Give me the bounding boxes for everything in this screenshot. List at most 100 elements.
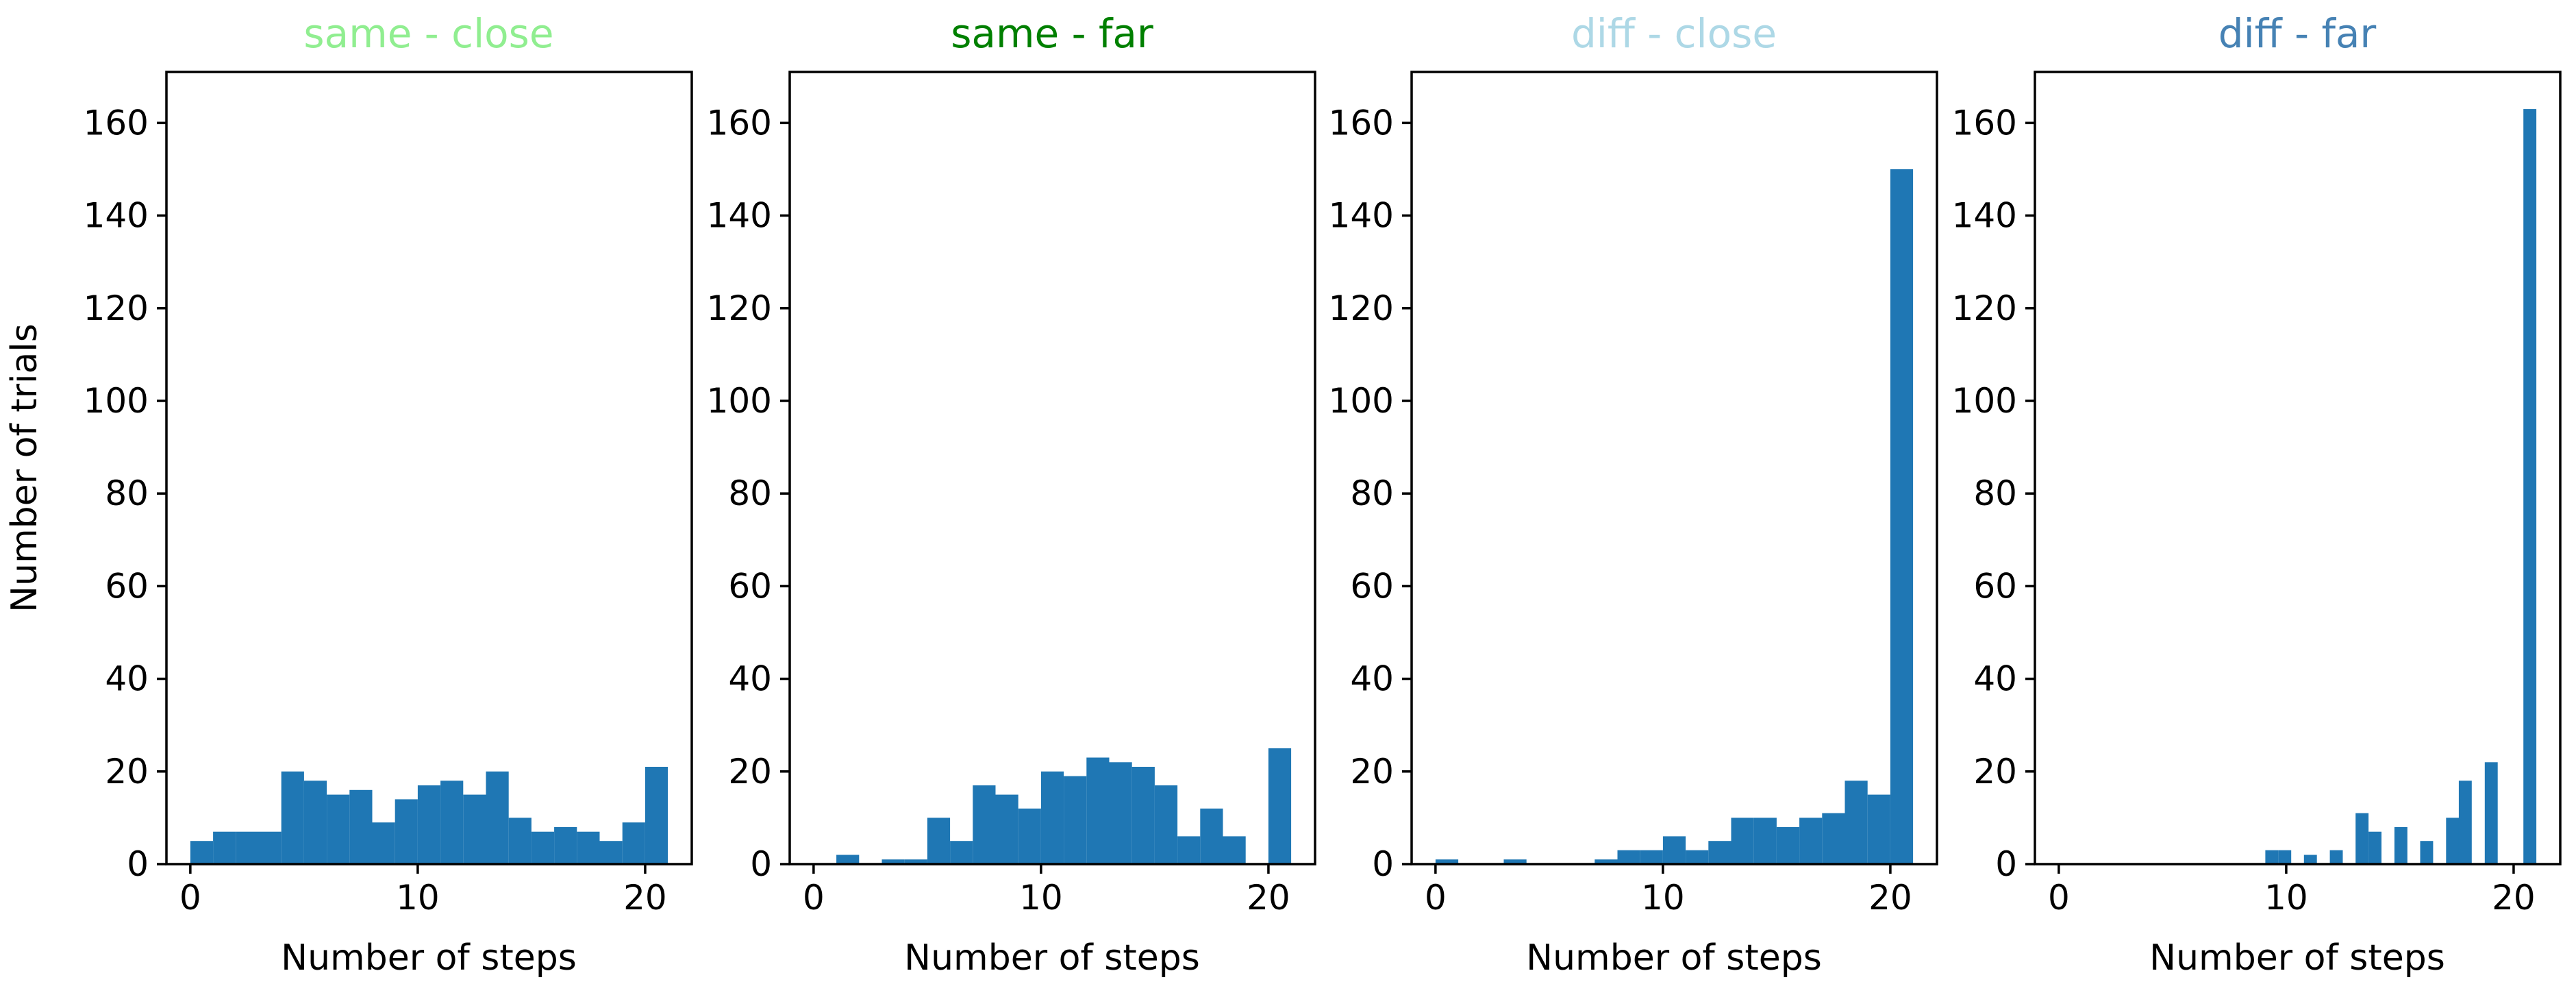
x-axis-label-4: Number of steps	[2149, 937, 2445, 979]
y-tick-label: 120	[1952, 288, 2017, 328]
y-tick-label: 80	[1973, 474, 2017, 513]
histogram-bar	[1708, 841, 1731, 864]
axes-box	[165, 71, 693, 865]
histogram-bar	[2420, 841, 2434, 864]
x-tick-label: 0	[1425, 878, 1447, 918]
y-tick-label: 20	[728, 752, 772, 791]
y-tick-label: 140	[1952, 196, 2017, 236]
histogram-bar	[950, 841, 973, 864]
y-tick-label: 80	[1350, 474, 1394, 513]
y-tick-label: 160	[707, 103, 772, 143]
x-tick-label: 10	[2264, 878, 2308, 918]
histogram-bar	[2458, 781, 2472, 864]
subplot-diff-far: 0 20 40 60 80 100 120 140 160 0 10 20	[1952, 71, 2562, 918]
histogram-bar	[927, 818, 951, 864]
x-tick-label: 0	[2048, 878, 2070, 918]
histogram-bar	[531, 831, 555, 864]
histogram-bar	[1662, 836, 1686, 864]
y-tick-label: 80	[105, 474, 149, 513]
histogram-bar	[622, 822, 645, 864]
histogram-bar	[1086, 757, 1110, 864]
y-tick-label: 120	[84, 288, 149, 328]
histogram-bar	[599, 841, 623, 864]
histogram-bar	[1177, 836, 1201, 864]
y-tick-label: 140	[84, 196, 149, 236]
axes-box	[788, 71, 1316, 865]
histogram-bar	[2484, 762, 2498, 864]
subplot-title-diff-close: diff - close	[1571, 10, 1777, 57]
x-axis-label-3: Number of steps	[1526, 937, 1822, 979]
histogram-bar	[1617, 850, 1640, 864]
histogram-bar	[2523, 109, 2537, 865]
histogram-bar	[1200, 808, 1223, 864]
y-tick-label: 140	[707, 196, 772, 236]
y-tick-label: 60	[1350, 566, 1394, 606]
histogram-bar	[395, 799, 418, 864]
y-tick-label: 100	[1952, 381, 2017, 421]
histogram-bar	[1018, 808, 1041, 864]
y-tick-label: 100	[707, 381, 772, 421]
histogram-bar	[1822, 813, 1845, 864]
x-tick-label: 20	[2492, 878, 2536, 918]
histogram-bar	[577, 831, 600, 864]
histogram-bar	[973, 785, 996, 864]
histogram-bar	[2446, 818, 2460, 864]
histogram-bar	[303, 781, 327, 864]
histogram-bar	[1845, 781, 1868, 864]
histogram-bar	[1503, 859, 1527, 864]
histogram-bar	[1753, 818, 1777, 864]
histogram-bar	[1867, 794, 1890, 864]
histogram-bar	[2265, 850, 2279, 864]
histogram-bar	[372, 822, 395, 864]
x-tick-label: 10	[1019, 878, 1063, 918]
histogram-bar	[1268, 748, 1292, 864]
y-tick-label: 60	[105, 566, 149, 606]
histogram-bar	[190, 841, 214, 864]
histogram-bar	[2303, 855, 2317, 864]
histogram-bar	[2278, 850, 2292, 864]
y-tick-label: 0	[127, 844, 149, 884]
y-tick-label: 120	[707, 288, 772, 328]
y-tick-label: 20	[1350, 752, 1394, 791]
y-tick-label: 20	[105, 752, 149, 791]
histogram-bar	[258, 831, 282, 864]
histogram-bar	[1131, 767, 1155, 864]
histogram-bar	[904, 859, 927, 864]
histogram-bar	[236, 831, 259, 864]
histogram-bar	[2355, 813, 2369, 864]
x-tick-label: 10	[1641, 878, 1685, 918]
y-tick-label: 160	[84, 103, 149, 143]
histogram-bar	[1223, 836, 1246, 864]
axes-box	[1410, 71, 1938, 865]
y-tick-label: 20	[1973, 752, 2017, 791]
subplot-same-close: 0 20 40 60 80 100 120 140 160 0 10 20	[84, 71, 693, 918]
y-tick-label: 0	[1372, 844, 1394, 884]
y-tick-label: 120	[1329, 288, 1394, 328]
y-tick-label: 40	[105, 659, 149, 699]
histogram-bar	[2329, 850, 2343, 864]
x-tick-label: 0	[803, 878, 825, 918]
histogram-bar	[440, 781, 464, 864]
x-tick-label: 20	[623, 878, 667, 918]
y-tick-label: 40	[1350, 659, 1394, 699]
y-tick-label: 100	[1329, 381, 1394, 421]
histogram-bar	[2394, 826, 2408, 864]
y-tick-label: 60	[728, 566, 772, 606]
y-tick-label: 40	[728, 659, 772, 699]
y-tick-label: 80	[728, 474, 772, 513]
histogram-bar	[1799, 818, 1823, 864]
y-tick-label: 160	[1329, 103, 1394, 143]
y-tick-label: 60	[1973, 566, 2017, 606]
histogram-bar	[2368, 831, 2381, 864]
histogram-bar	[486, 771, 509, 864]
x-tick-label: 0	[179, 878, 201, 918]
subplot-diff-close: 0 20 40 60 80 100 120 140 160 0 10 20	[1329, 71, 1938, 918]
histogram-bar	[836, 855, 860, 864]
histogram-bar	[1686, 850, 1709, 864]
x-axis-label-1: Number of steps	[281, 937, 577, 979]
histogram-bar	[1435, 859, 1459, 864]
histogram-bar	[554, 826, 577, 864]
histogram-bar	[213, 831, 236, 864]
